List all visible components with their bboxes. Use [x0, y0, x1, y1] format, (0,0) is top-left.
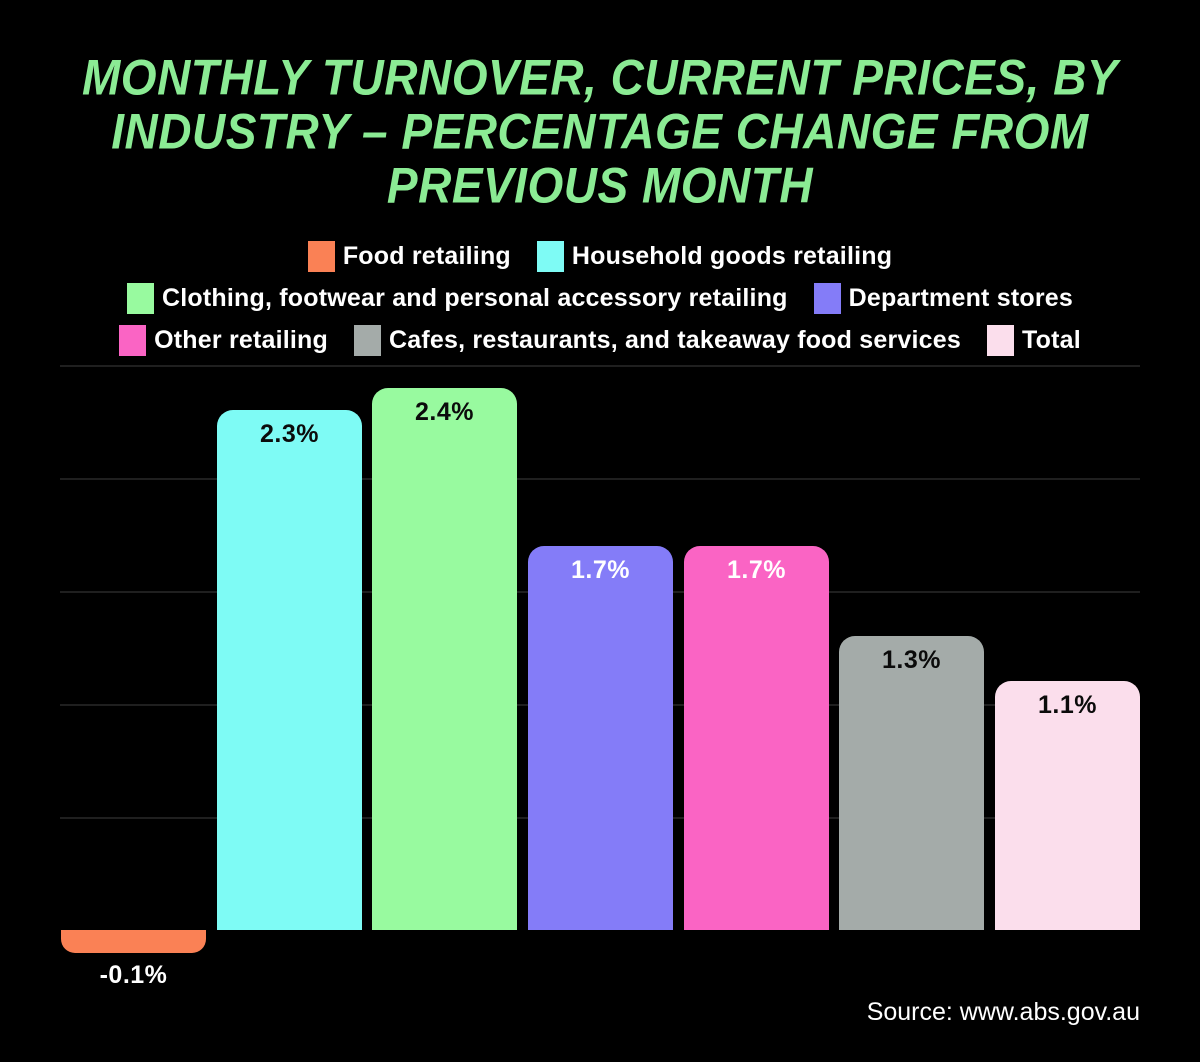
bar-department-stores	[528, 546, 673, 930]
legend-swatch-clothing-footwear-and-personal-accessory-retailing	[127, 283, 155, 314]
gridline-2.5	[60, 365, 1140, 367]
gridline-2	[60, 478, 1140, 480]
bar-value-label-household-goods-retailing: 2.3%	[260, 420, 319, 448]
legend-label-clothing-footwear-and-personal-accessory-retailing: Clothing, footwear and personal accessor…	[162, 284, 788, 312]
legend-item-cafes-restaurants-and-takeaway-food-services: Cafes, restaurants, and takeaway food se…	[354, 325, 961, 356]
bar-value-label-total: 1.1%	[1038, 691, 1097, 719]
legend-swatch-other-retailing	[119, 325, 147, 356]
bar-food-retailing	[61, 930, 206, 953]
legend-item-department-stores: Department stores	[813, 283, 1073, 314]
legend-label-food-retailing: Food retailing	[342, 242, 511, 270]
legend-label-department-stores: Department stores	[848, 284, 1073, 312]
legend-swatch-department-stores	[813, 283, 841, 314]
bar-value-label-department-stores: 1.7%	[571, 556, 630, 584]
chart-title-line-1: MONTHLY TURNOVER, CURRENT PRICES, BY	[81, 48, 1119, 106]
legend-item-household-goods-retailing: Household goods retailing	[536, 241, 893, 272]
legend-label-total: Total	[1021, 326, 1081, 354]
chart-title: MONTHLY TURNOVER, CURRENT PRICES, BY IND…	[60, 50, 1140, 212]
legend-swatch-food-retailing	[307, 241, 335, 272]
bar-cafes-restaurants-and-takeaway-food-services	[839, 636, 984, 930]
bar-clothing-footwear-and-personal-accessory-retailing	[372, 388, 517, 930]
legend-label-household-goods-retailing: Household goods retailing	[571, 242, 893, 270]
legend-swatch-cafes-restaurants-and-takeaway-food-services	[354, 325, 382, 356]
legend-row: Food retailing Household goods retailing	[307, 241, 893, 272]
bar-other-retailing	[684, 546, 829, 930]
bar-value-label-cafes-restaurants-and-takeaway-food-services: 1.3%	[882, 646, 941, 674]
legend: Food retailing Household goods retailing C…	[0, 241, 1200, 356]
legend-row: Other retailing Cafes, restaurants, and t…	[119, 325, 1081, 356]
legend-item-other-retailing: Other retailing	[119, 325, 328, 356]
bar-value-label-other-retailing: 1.7%	[727, 556, 786, 584]
source-attribution: Source: www.abs.gov.au	[866, 998, 1140, 1026]
bar-total	[995, 681, 1140, 930]
legend-label-other-retailing: Other retailing	[154, 326, 329, 354]
bar-household-goods-retailing	[217, 410, 362, 930]
legend-row: Clothing, footwear and personal accessor…	[127, 283, 1073, 314]
legend-swatch-total	[986, 325, 1014, 356]
chart-title-line-2: INDUSTRY – PERCENTAGE CHANGE FROM	[111, 102, 1089, 160]
legend-item-food-retailing: Food retailing	[307, 241, 511, 272]
legend-item-total: Total	[986, 325, 1081, 356]
bar-value-label-clothing-footwear-and-personal-accessory-retailing: 2.4%	[415, 398, 474, 426]
chart-title-line-3: PREVIOUS MONTH	[386, 156, 814, 214]
legend-label-cafes-restaurants-and-takeaway-food-services: Cafes, restaurants, and takeaway food se…	[389, 326, 961, 354]
legend-swatch-household-goods-retailing	[536, 241, 564, 272]
legend-item-clothing-footwear-and-personal-accessory-retailing: Clothing, footwear and personal accessor…	[127, 283, 788, 314]
bar-value-label-food-retailing: -0.1%	[99, 961, 168, 989]
